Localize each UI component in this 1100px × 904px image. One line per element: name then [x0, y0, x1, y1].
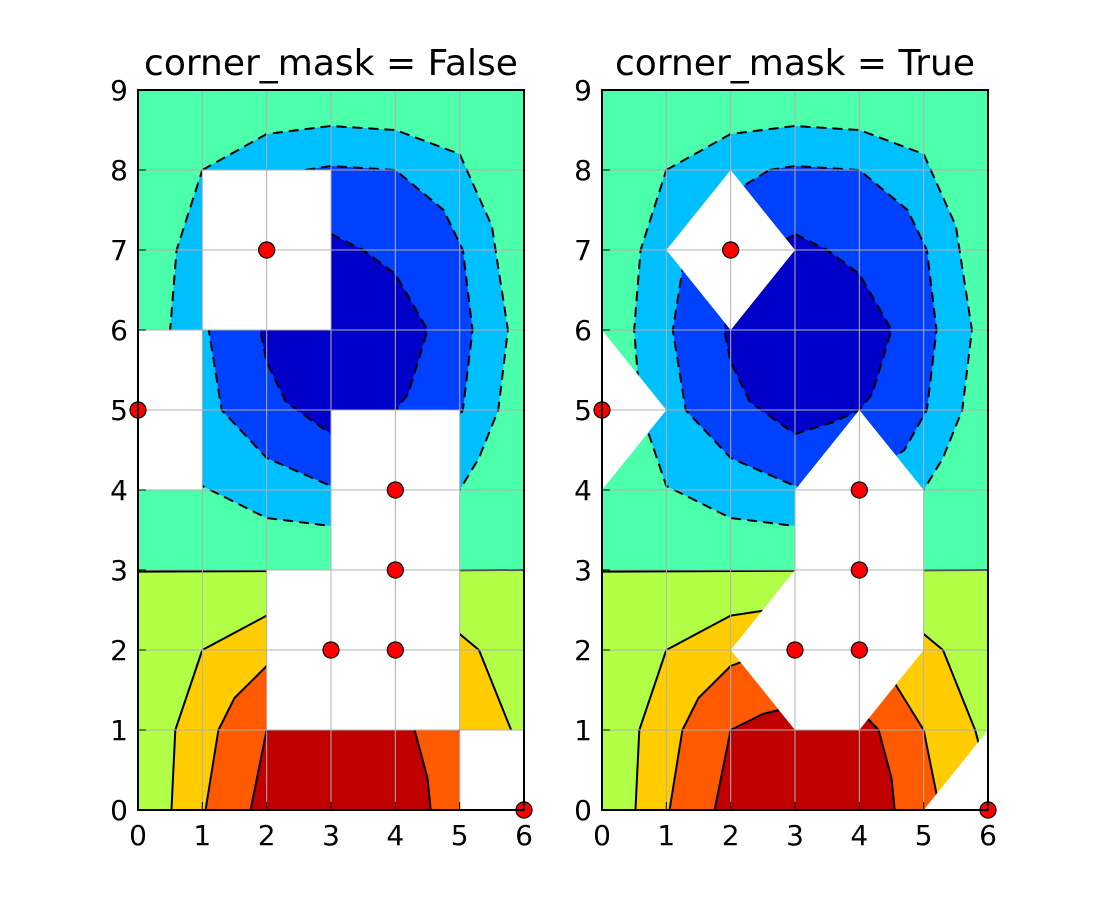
x-tick-label: 1	[657, 819, 675, 852]
y-tick-label: 5	[110, 394, 128, 427]
y-tick-label: 2	[110, 634, 128, 667]
x-tick-label: 2	[258, 819, 276, 852]
masked-point	[722, 241, 740, 259]
y-tick-label: 9	[110, 74, 128, 107]
y-tick-label: 6	[110, 314, 128, 347]
x-tick-label: 0	[593, 819, 611, 852]
panel-left: 0 1 2 3 4 5 6 0 1 2 3 4 5 6 7 8 9 corner_mask = False	[110, 43, 533, 852]
y-tick-label: 0	[574, 794, 592, 827]
chart-title: corner_mask = False	[144, 43, 518, 84]
y-tick-label: 2	[574, 634, 592, 667]
y-tick-label: 9	[574, 74, 592, 107]
y-tick-label: 4	[110, 474, 128, 507]
masked-point	[850, 481, 868, 499]
masked-point	[386, 641, 404, 659]
x-tick-label: 4	[850, 819, 868, 852]
panel-right: 0 1 2 3 4 5 6 0 1 2 3 4 5 6 7 8 9 corner_mask = True	[574, 43, 997, 852]
x-tick-label: 6	[979, 819, 997, 852]
x-tick-label: 4	[386, 819, 404, 852]
y-tick-label: 0	[110, 794, 128, 827]
chart-title: corner_mask = True	[615, 43, 975, 84]
y-tick-label: 7	[110, 234, 128, 267]
axes-frame	[601, 89, 989, 811]
x-tick-label: 1	[193, 819, 211, 852]
y-tick-label: 3	[574, 554, 592, 587]
masked-point	[258, 241, 276, 259]
y-tick-label: 1	[110, 714, 128, 747]
x-tick-label: 3	[786, 819, 804, 852]
x-tick-label: 2	[722, 819, 740, 852]
x-tick-label: 0	[129, 819, 147, 852]
x-tick-label: 3	[322, 819, 340, 852]
y-tick-label: 8	[110, 154, 128, 187]
y-tick-label: 5	[574, 394, 592, 427]
masked-point	[850, 561, 868, 579]
y-tick-label: 8	[574, 154, 592, 187]
x-tick-label: 5	[915, 819, 933, 852]
y-tick-label: 3	[110, 554, 128, 587]
y-tick-label: 7	[574, 234, 592, 267]
masked-point	[786, 641, 804, 659]
masked-point	[386, 561, 404, 579]
masked-point	[850, 641, 868, 659]
masked-point	[322, 641, 340, 659]
y-tick-label: 4	[574, 474, 592, 507]
y-tick-label: 1	[574, 714, 592, 747]
y-tick-label: 6	[574, 314, 592, 347]
x-tick-label: 6	[515, 819, 533, 852]
x-tick-label: 5	[451, 819, 469, 852]
masked-point	[386, 481, 404, 499]
axes-frame	[137, 89, 525, 811]
